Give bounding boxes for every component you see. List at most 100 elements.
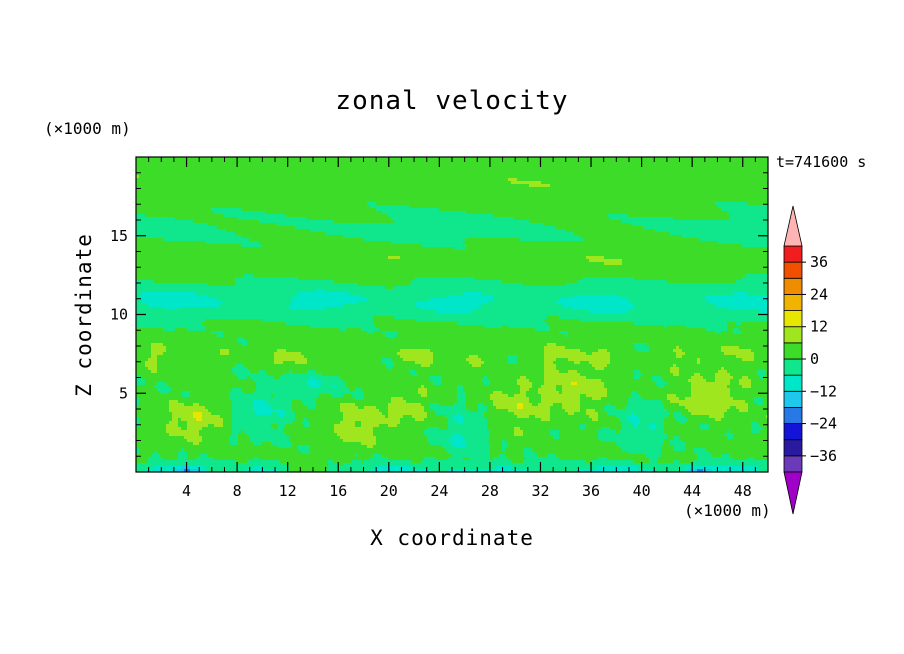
heatmap-cell <box>292 160 295 163</box>
heatmap-cell <box>652 208 655 211</box>
heatmap-cell <box>406 199 409 202</box>
heatmap-cell <box>277 199 280 202</box>
heatmap-cell <box>235 220 238 223</box>
heatmap-cell <box>325 196 328 199</box>
heatmap-cell <box>385 190 388 193</box>
heatmap-cell <box>319 220 322 223</box>
heatmap-cell <box>226 208 229 211</box>
heatmap-cell <box>334 196 337 199</box>
heatmap-cell <box>604 205 607 208</box>
heatmap-cell <box>739 208 742 211</box>
heatmap-cell <box>475 202 478 205</box>
heatmap-cell <box>430 172 433 175</box>
heatmap-cell <box>367 220 370 223</box>
heatmap-cell <box>607 220 610 223</box>
heatmap-cell <box>652 163 655 166</box>
heatmap-cell <box>295 208 298 211</box>
heatmap-cell <box>355 196 358 199</box>
heatmap-cell <box>199 187 202 190</box>
heatmap-cell <box>361 190 364 193</box>
heatmap-cell <box>721 169 724 172</box>
heatmap-cell <box>322 184 325 187</box>
heatmap-cell <box>508 172 511 175</box>
heatmap-cell <box>673 187 676 190</box>
heatmap-cell <box>652 181 655 184</box>
heatmap-cell <box>454 196 457 199</box>
heatmap-cell <box>712 175 715 178</box>
heatmap-cell <box>697 187 700 190</box>
heatmap-cell <box>676 217 679 220</box>
heatmap-cell <box>397 175 400 178</box>
heatmap-cell <box>322 211 325 214</box>
heatmap-cell <box>748 220 751 223</box>
heatmap-cell <box>598 184 601 187</box>
heatmap-cell <box>601 178 604 181</box>
heatmap-cell <box>412 178 415 181</box>
heatmap-cell <box>718 217 721 220</box>
heatmap-cell <box>508 175 511 178</box>
heatmap-cell <box>385 208 388 211</box>
heatmap-cell <box>394 190 397 193</box>
heatmap-cell <box>265 214 268 217</box>
heatmap-cell <box>553 178 556 181</box>
heatmap-cell <box>352 202 355 205</box>
heatmap-cell <box>712 208 715 211</box>
heatmap-cell <box>208 175 211 178</box>
heatmap-cell <box>598 217 601 220</box>
heatmap-cell <box>499 202 502 205</box>
heatmap-cell <box>673 184 676 187</box>
heatmap-cell <box>544 226 547 229</box>
heatmap-cell <box>400 205 403 208</box>
heatmap-cell <box>541 163 544 166</box>
heatmap-cell <box>592 205 595 208</box>
heatmap-cell <box>295 190 298 193</box>
heatmap-cell <box>607 217 610 220</box>
heatmap-cell <box>541 211 544 214</box>
heatmap-cell <box>499 184 502 187</box>
heatmap-cell <box>406 226 409 229</box>
heatmap-cell <box>394 178 397 181</box>
heatmap-cell <box>322 196 325 199</box>
heatmap-cell <box>154 184 157 187</box>
heatmap-cell <box>730 175 733 178</box>
heatmap-cell <box>556 205 559 208</box>
heatmap-cell <box>250 178 253 181</box>
heatmap-cell <box>184 220 187 223</box>
heatmap-cell <box>559 211 562 214</box>
heatmap-cell <box>673 214 676 217</box>
heatmap-cell <box>169 160 172 163</box>
heatmap-cell <box>694 202 697 205</box>
heatmap-cell <box>727 190 730 193</box>
heatmap-cell <box>439 214 442 217</box>
heatmap-cell <box>469 199 472 202</box>
heatmap-cell <box>520 208 523 211</box>
heatmap-cell <box>265 205 268 208</box>
heatmap-cell <box>427 202 430 205</box>
heatmap-cell <box>487 190 490 193</box>
heatmap-cell <box>445 226 448 229</box>
heatmap-cell <box>163 211 166 214</box>
heatmap-cell <box>277 202 280 205</box>
heatmap-cell <box>478 187 481 190</box>
heatmap-cell <box>253 211 256 214</box>
heatmap-cell <box>316 181 319 184</box>
heatmap-cell <box>700 199 703 202</box>
heatmap-cell <box>247 220 250 223</box>
heatmap-cell <box>334 226 337 229</box>
heatmap-cell <box>736 196 739 199</box>
heatmap-cell <box>472 220 475 223</box>
heatmap-cell <box>241 184 244 187</box>
heatmap-cell <box>301 175 304 178</box>
heatmap-cell <box>748 184 751 187</box>
heatmap-cell <box>424 193 427 196</box>
heatmap-cell <box>241 193 244 196</box>
heatmap-cell <box>502 181 505 184</box>
heatmap-cell <box>760 223 763 226</box>
heatmap-cell <box>448 187 451 190</box>
heatmap-cell <box>433 166 436 169</box>
heatmap-cell <box>616 184 619 187</box>
heatmap-cell <box>367 205 370 208</box>
heatmap-cell <box>205 202 208 205</box>
heatmap-cell <box>508 193 511 196</box>
heatmap-cell <box>169 193 172 196</box>
